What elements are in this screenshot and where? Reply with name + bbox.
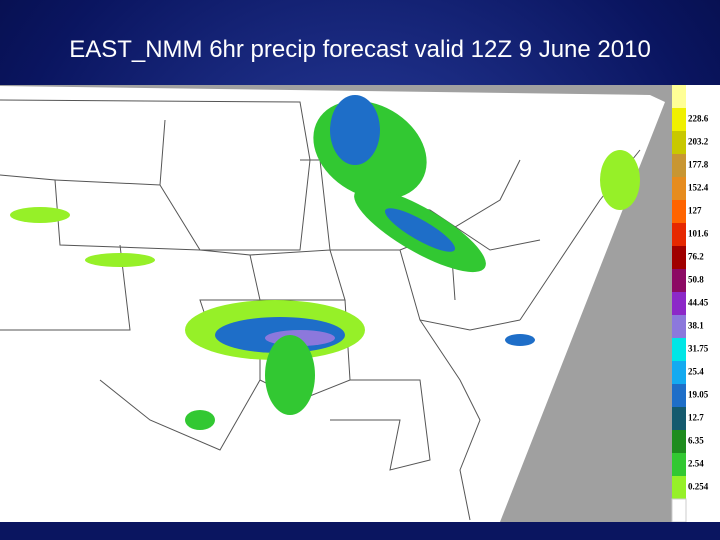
- legend-swatch: [672, 131, 686, 154]
- legend-label: 76.2: [688, 252, 704, 262]
- legend-label: 38.1: [688, 321, 704, 331]
- slide-title: EAST_NMM 6hr precip forecast valid 12Z 9…: [69, 36, 651, 63]
- legend-label: 203.2: [688, 137, 709, 147]
- legend-swatch: [672, 338, 686, 361]
- legend-swatch: [672, 246, 686, 269]
- legend-swatch: [672, 430, 686, 453]
- legend-swatch: [672, 269, 686, 292]
- legend-label: 0.254: [688, 482, 709, 492]
- legend-swatch: [672, 154, 686, 177]
- legend-swatch: [672, 476, 686, 499]
- legend-label: 6.35: [688, 436, 704, 446]
- legend-label: 152.4: [688, 183, 709, 193]
- legend-swatch: [672, 453, 686, 476]
- legend-swatch: [672, 108, 686, 131]
- legend-label: 50.8: [688, 275, 704, 285]
- precip-field: [10, 95, 640, 430]
- legend-label: 2.54: [688, 459, 704, 469]
- legend-label: 19.05: [688, 390, 709, 400]
- legend-label: 31.75: [688, 344, 709, 354]
- legend-label: 177.8: [688, 160, 709, 170]
- legend-label: 228.6: [688, 114, 709, 124]
- legend-swatch: [672, 292, 686, 315]
- legend-swatch-bottom: [671, 498, 687, 523]
- footer-band: [0, 522, 720, 540]
- legend-swatch: [672, 177, 686, 200]
- legend-label: 101.6: [688, 229, 709, 239]
- legend-swatch: [672, 200, 686, 223]
- legend-swatch: [672, 407, 686, 430]
- legend-swatch: [672, 315, 686, 338]
- legend-label: 25.4: [688, 367, 704, 377]
- legend: 228.6 203.2 177.8 152.4 127 101.6 76.2 50.8 44.4…: [671, 85, 709, 523]
- legend-label: 127: [688, 206, 702, 216]
- legend-label: 44.45: [688, 298, 709, 308]
- legend-label: 12.7: [688, 413, 704, 423]
- legend-swatch-top: [672, 85, 686, 108]
- legend-swatch: [672, 384, 686, 407]
- legend-swatch: [672, 223, 686, 246]
- legend-swatch: [672, 361, 686, 384]
